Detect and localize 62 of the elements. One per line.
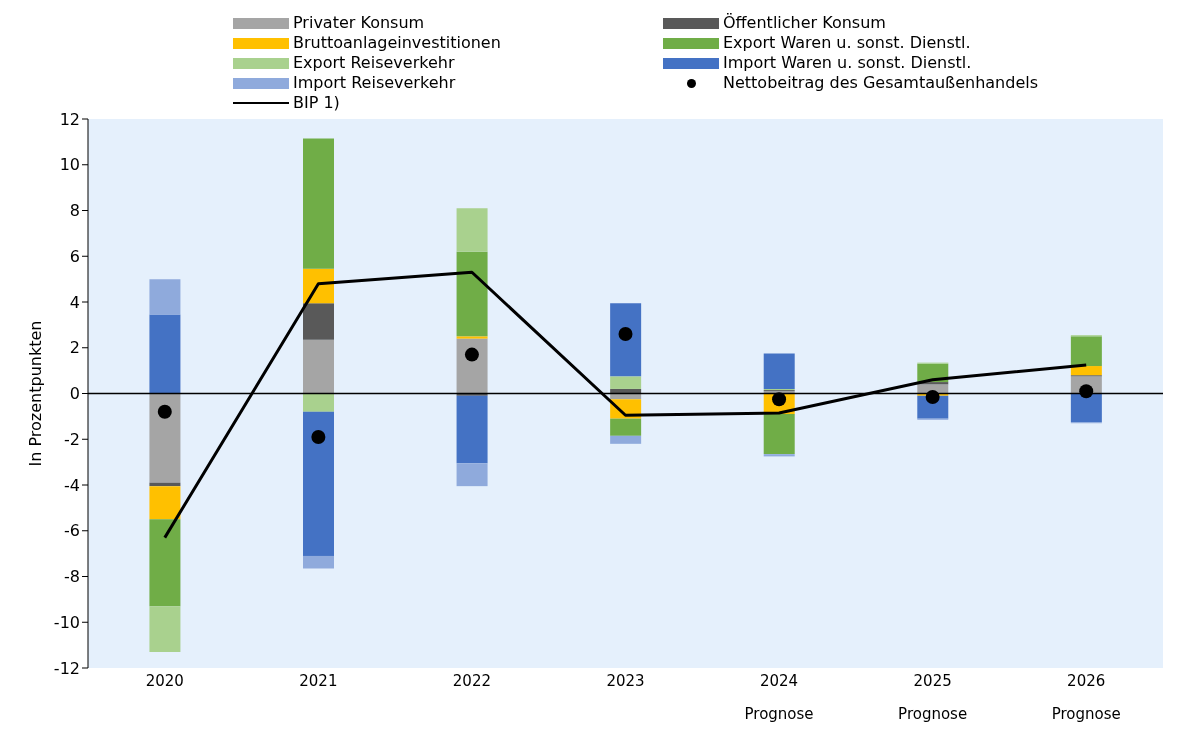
bar: [610, 376, 642, 389]
y-tick-label: -10: [53, 612, 80, 632]
bar: [610, 303, 642, 377]
y-tick-label: -4: [64, 475, 80, 495]
y-tick-label: 6: [69, 246, 80, 266]
y-tick-label: -8: [64, 567, 80, 587]
y-tick-label: 4: [69, 292, 80, 312]
x-tick-label: 2023: [606, 672, 645, 690]
bar: [763, 353, 795, 389]
legend-label: Privater Konsum: [293, 13, 425, 33]
y-tick-label: -2: [64, 429, 80, 449]
bar: [456, 463, 488, 487]
y-tick-label: 8: [69, 201, 80, 221]
legend-label: Öffentlicher Konsum: [723, 13, 886, 33]
bar: [149, 314, 181, 394]
legend-label: Bruttoanlageinvestitionen: [293, 33, 501, 53]
y-tick-label: 2: [69, 338, 80, 358]
bar: [456, 208, 488, 252]
point: [157, 404, 172, 419]
y-tick-label: 10: [59, 155, 80, 175]
point: [618, 327, 633, 342]
bar: [1070, 366, 1102, 376]
bar: [303, 411, 334, 556]
bar: [456, 395, 488, 464]
bar: [763, 414, 795, 455]
point: [311, 429, 326, 444]
bar: [456, 251, 488, 337]
x-tick-label: 2021: [299, 672, 338, 690]
y-tick-label: -12: [53, 658, 80, 678]
bar: [610, 418, 642, 436]
bar: [1070, 336, 1102, 367]
y-axis-title: In Prozentpunkten: [25, 320, 45, 467]
legend-label: Export Reiseverkehr: [293, 53, 455, 73]
y-tick-label: -6: [64, 521, 80, 541]
bar: [303, 339, 334, 394]
bar: [1070, 393, 1102, 423]
bar: [456, 336, 488, 339]
x-tick-label: 2026 Prognose: [1051, 672, 1121, 723]
legend-label: BIP 1): [293, 93, 340, 113]
legend-label: Import Waren u. sonst. Dienstl.: [723, 53, 972, 73]
bar: [149, 486, 181, 520]
bar: [149, 606, 181, 652]
y-tick-label: 12: [59, 109, 80, 129]
legend-label: Import Reiseverkehr: [293, 73, 456, 93]
y-tick-label: 0: [69, 384, 80, 404]
x-tick-label: 2022: [452, 672, 492, 690]
point: [925, 389, 940, 404]
bar: [149, 393, 181, 483]
x-tick-label: 2024 Prognose: [744, 672, 814, 723]
bar: [149, 279, 181, 315]
point: [464, 347, 479, 362]
bar: [149, 519, 181, 607]
bar: [303, 303, 334, 340]
x-tick-label: 2025 Prognose: [898, 672, 968, 723]
bar: [610, 435, 642, 444]
bar: [456, 338, 488, 394]
legend-label: Nettobeitrag des Gesamtaußenhandels: [723, 73, 1039, 93]
legend-label: Export Waren u. sonst. Dienstl.: [723, 33, 971, 53]
bar: [303, 393, 334, 412]
bar: [303, 555, 334, 569]
x-tick-label: 2020: [145, 672, 184, 690]
bar: [303, 138, 334, 269]
